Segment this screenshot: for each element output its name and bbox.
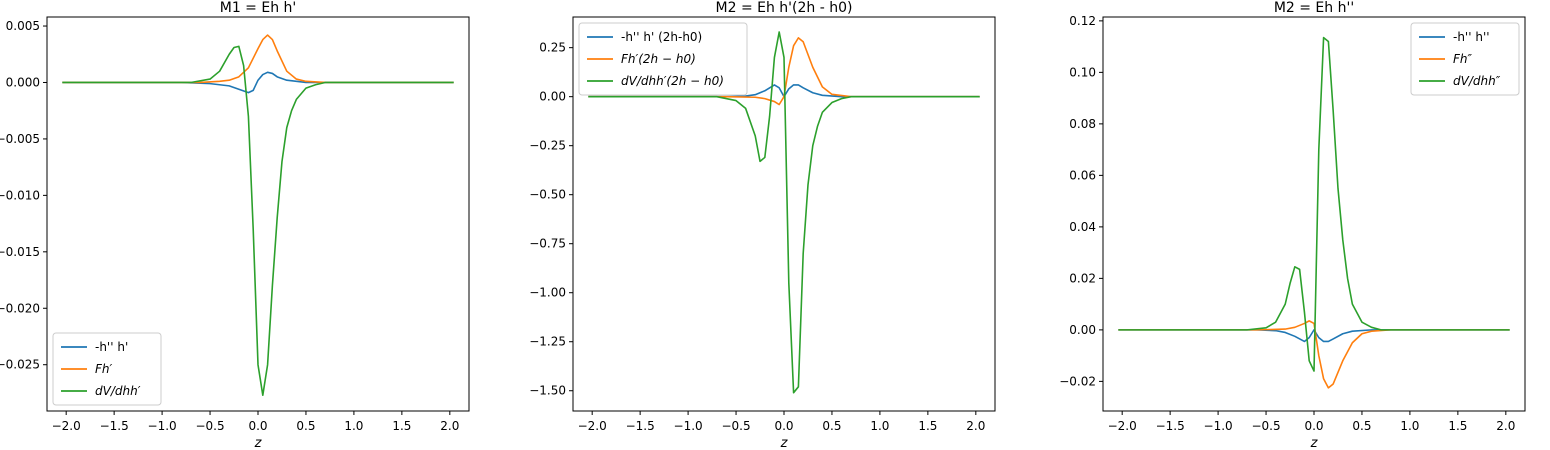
y-tick-label: −0.50 — [529, 188, 566, 202]
series-line-2 — [62, 34, 454, 84]
legend-label-3: dV/dhh″ — [1453, 74, 1501, 88]
chart-title: M2 = Eh h'' — [1274, 0, 1354, 16]
y-tick-label: −1.25 — [529, 335, 566, 349]
series-line-3 — [62, 45, 454, 396]
y-tick-label: 0.08 — [1069, 117, 1096, 131]
x-tick-label: 0.5 — [822, 419, 841, 433]
legend-label-1: -h'' h' (2h-h0) — [621, 30, 702, 44]
x-tick-label: −0.5 — [195, 419, 224, 433]
x-tick-label: −1.5 — [1156, 419, 1185, 433]
y-tick-label: −0.015 — [0, 245, 40, 259]
x-axis-label: z — [1310, 436, 1319, 450]
y-tick-label: 0.12 — [1069, 14, 1096, 28]
x-tick-label: 2.0 — [1496, 419, 1515, 433]
x-tick-label: 0.0 — [248, 419, 267, 433]
legend: -h'' h' Fh′ dV/dhh′ — [52, 332, 162, 406]
y-tick-label: 0.06 — [1069, 168, 1096, 182]
x-tick-label: 2.0 — [966, 419, 985, 433]
series-line-1 — [1118, 329, 1510, 343]
x-tick-label: 1.5 — [1448, 419, 1467, 433]
chart-title: M2 = Eh h'(2h - h0) — [716, 0, 853, 16]
x-tick-label: −1.5 — [100, 419, 129, 433]
legend-label-3: dV/dhh′ — [95, 384, 141, 398]
y-tick-label: −0.25 — [529, 139, 566, 153]
series-lines — [588, 31, 980, 394]
y-tick-label: −0.025 — [0, 358, 40, 372]
y-tick-label: 0.00 — [539, 90, 566, 104]
x-tick-label: 1.0 — [1400, 419, 1419, 433]
y-tick-label: 0.04 — [1069, 220, 1096, 234]
legend-box — [52, 332, 162, 406]
x-tick-label: 0.0 — [774, 419, 793, 433]
x-tick-label: 0.0 — [1304, 419, 1323, 433]
y-tick-label: −0.020 — [0, 301, 40, 315]
x-axis-label: z — [254, 436, 263, 450]
legend: -h'' h'' Fh″ dV/dhh″ — [1410, 22, 1520, 96]
legend: -h'' h' (2h-h0) Fh′(2h − h0) dV/dhh′(2h − … — [578, 22, 748, 96]
x-tick-label: 1.5 — [918, 419, 937, 433]
series-line-1 — [588, 84, 980, 98]
x-tick-label: −2.0 — [578, 419, 607, 433]
legend-box — [578, 22, 748, 96]
y-tick-label: 0.25 — [539, 41, 566, 55]
x-tick-label: 1.5 — [392, 419, 411, 433]
x-tick-label: 2.0 — [440, 419, 459, 433]
y-tick-label: −0.005 — [0, 132, 40, 146]
legend-label-3: dV/dhh′(2h − h0) — [621, 74, 724, 88]
y-tick-label: −1.00 — [529, 286, 566, 300]
legend-label-2: Fh′(2h − h0) — [621, 52, 696, 66]
x-tick-label: 1.0 — [870, 419, 889, 433]
chart-panel-3: M2 = Eh h'' −2.0 −1.5 −1.0 −0.5 0.0 0.5 1.0 1.5 2… — [1059, 0, 1526, 450]
series-line-2 — [1118, 320, 1510, 389]
legend-label-2: Fh″ — [1453, 52, 1473, 66]
legend-label-1: -h'' h'' — [1453, 30, 1490, 44]
x-tick-label: −2.0 — [1108, 419, 1137, 433]
y-tick-label: 0.000 — [6, 75, 40, 89]
x-tick-label: 1.0 — [344, 419, 363, 433]
chart-title: M1 = Eh h' — [220, 0, 297, 16]
legend-label-2: Fh′ — [95, 362, 113, 376]
chart-panel-1: M1 = Eh h' −2.0 −1.5 −1.0 −0.5 0.0 0.5 1.0 1.5 2.… — [0, 0, 470, 450]
y-tick-label: −1.50 — [529, 384, 566, 398]
x-tick-label: 0.5 — [1352, 419, 1371, 433]
y-tick-label: 0.00 — [1069, 323, 1096, 337]
series-lines — [62, 34, 454, 396]
series-line-1 — [62, 71, 454, 94]
x-tick-label: −1.5 — [626, 419, 655, 433]
y-tick-label: −0.02 — [1059, 374, 1096, 388]
x-axis-label: z — [780, 436, 789, 450]
chart-panel-2: M2 = Eh h'(2h - h0) −2.0 −1.5 −1.0 −0.5 0.0 0.… — [529, 0, 996, 450]
y-tick-label: −0.75 — [529, 237, 566, 251]
series-line-2 — [588, 37, 980, 106]
legend-label-1: -h'' h' — [95, 340, 128, 354]
x-tick-label: −0.5 — [721, 419, 750, 433]
y-tick-label: −0.010 — [0, 188, 40, 202]
x-tick-label: −1.0 — [1204, 419, 1233, 433]
x-tick-label: −1.0 — [674, 419, 703, 433]
series-line-3 — [588, 31, 980, 394]
series-lines — [1118, 36, 1510, 389]
x-tick-label: 0.5 — [296, 419, 315, 433]
legend-box — [1410, 22, 1520, 96]
y-tick-label: 0.10 — [1069, 65, 1096, 79]
x-tick-label: −2.0 — [52, 419, 81, 433]
x-tick-label: −1.0 — [148, 419, 177, 433]
x-tick-label: −0.5 — [1251, 419, 1280, 433]
y-tick-label: 0.02 — [1069, 271, 1096, 285]
series-line-3 — [1118, 36, 1510, 372]
y-tick-label: 0.005 — [6, 19, 40, 33]
